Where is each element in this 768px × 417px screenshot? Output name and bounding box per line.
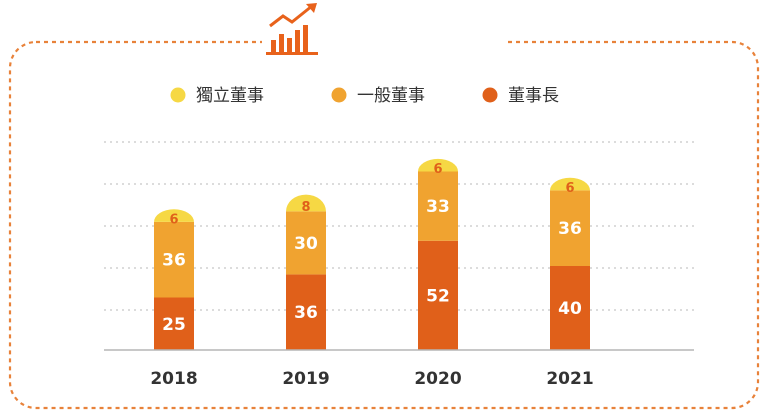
bar-segment	[418, 171, 458, 241]
data-label: 40	[558, 299, 582, 319]
legend-label: 獨立董事	[196, 86, 264, 106]
legend-label: 一般董事	[357, 86, 425, 106]
data-label: 6	[433, 162, 442, 177]
bar-segment	[418, 240, 458, 350]
title-badge: 董事進修時數	[262, 3, 506, 56]
chart-title: 董事進修時數	[324, 30, 450, 54]
data-label: 36	[558, 219, 582, 239]
x-tick-label: 2021	[546, 369, 593, 389]
bar-segment	[286, 211, 326, 275]
data-label: 52	[426, 286, 450, 306]
x-tick-label: 2018	[150, 369, 197, 389]
bar-segment	[550, 177, 590, 191]
legend-swatch	[331, 87, 347, 103]
data-label: 6	[169, 213, 178, 228]
legend-item: 一般董事	[331, 86, 425, 106]
bar-segment	[286, 194, 326, 212]
growth-chart-icon	[266, 3, 318, 55]
x-tick-labels: 2018 2019 2020 2021	[150, 369, 593, 389]
bar-segment	[550, 266, 590, 350]
data-label: 30	[294, 234, 318, 254]
bar-segment	[154, 297, 194, 350]
bar-segment	[154, 221, 194, 298]
bar-segment	[418, 158, 458, 172]
data-label: 36	[294, 303, 318, 323]
legend-swatch	[482, 87, 498, 103]
data-label: 6	[565, 181, 574, 196]
grid-lines	[104, 141, 694, 311]
data-label: 25	[162, 315, 186, 335]
x-tick-label: 2020	[414, 369, 461, 389]
data-label: 36	[162, 251, 186, 271]
legend-swatch	[170, 87, 186, 103]
legend-item: 獨立董事	[170, 86, 264, 106]
data-label: 8	[301, 200, 310, 215]
data-label: 33	[426, 197, 450, 217]
legend-label: 董事長	[508, 86, 559, 106]
bar-group: 25 36 6 36 30 8 52 33 6 40 36 6	[154, 158, 590, 350]
x-tick-label: 2019	[282, 369, 329, 389]
legend-item: 董事長	[482, 86, 559, 106]
bar-segment	[286, 274, 326, 350]
chart-legend: 獨立董事 一般董事 董事長	[170, 86, 559, 106]
bar-segment	[550, 190, 590, 266]
bar-segment	[154, 209, 194, 222]
